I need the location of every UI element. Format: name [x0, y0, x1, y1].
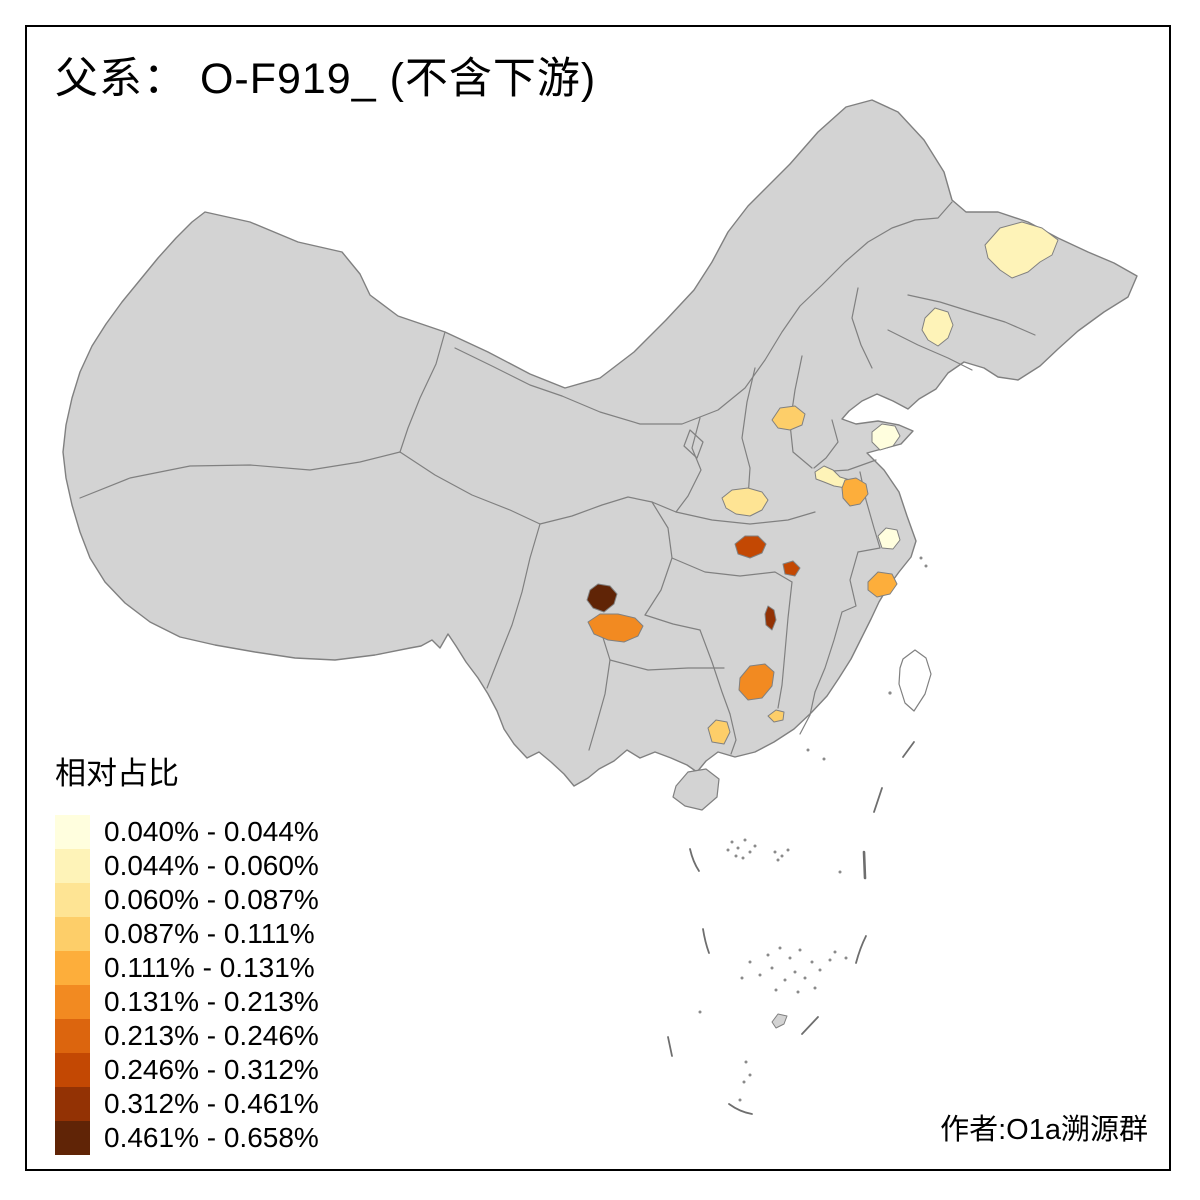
map-region-3 [771, 405, 806, 431]
nine-dash-line [667, 741, 915, 1115]
legend-row-5: 0.111% - 0.131% [55, 951, 319, 985]
legend-row-7: 0.213% - 0.246% [55, 1019, 319, 1053]
legend-label-7: 0.213% - 0.246% [104, 1020, 319, 1051]
legend-row-3: 0.060% - 0.087% [55, 883, 319, 917]
attribution-text: 作者:O1a溯源群 [940, 1114, 1148, 1146]
legend-label-5: 0.111% - 0.131% [104, 952, 315, 983]
legend-row-2: 0.044% - 0.060% [55, 849, 319, 883]
page-title: 父系： O-F919_ (不含下游) [55, 55, 597, 103]
legend-row-8: 0.246% - 0.312% [55, 1053, 319, 1087]
map-region-13 [867, 571, 898, 598]
legend-label-3: 0.060% - 0.087% [104, 884, 319, 915]
legend: 相对占比 0.040% - 0.044% 0.044% - 0.060% 0.060… [55, 748, 319, 1155]
map-region-6 [841, 477, 869, 507]
map-region-17 [767, 709, 785, 723]
map-region-4 [871, 423, 901, 451]
legend-swatch-8 [55, 1053, 90, 1087]
legend-label-1: 0.040% - 0.044% [104, 816, 319, 847]
highlighted-regions [586, 221, 1059, 745]
legend-title: 相对占比 [55, 756, 179, 791]
map-region-14 [877, 527, 901, 550]
legend-row-4: 0.087% - 0.111% [55, 917, 319, 951]
map-region-15 [738, 663, 775, 701]
legend-swatch-2 [55, 849, 90, 883]
legend-swatch-6 [55, 985, 90, 1019]
legend-row-10: 0.461% - 0.658% [55, 1121, 319, 1155]
legend-rows: 0.040% - 0.044% 0.044% - 0.060% 0.060% - 0… [55, 815, 319, 1155]
map-region-10 [764, 605, 777, 631]
map-region-16 [707, 719, 731, 745]
map-region-9 [782, 560, 801, 577]
legend-label-4: 0.087% - 0.111% [104, 918, 315, 949]
legend-label-8: 0.246% - 0.312% [104, 1054, 319, 1085]
legend-row-6: 0.131% - 0.213% [55, 985, 319, 1019]
legend-swatch-5 [55, 951, 90, 985]
map-region-8 [734, 535, 767, 559]
legend-swatch-9 [55, 1087, 90, 1121]
map-region-12 [587, 613, 644, 643]
map-region-7 [721, 487, 769, 517]
mainland [62, 99, 1138, 787]
legend-swatch-3 [55, 883, 90, 917]
legend-row-9: 0.312% - 0.461% [55, 1087, 319, 1121]
legend-swatch-7 [55, 1019, 90, 1053]
legend-swatch-1 [55, 815, 90, 849]
taiwan-island [888, 649, 932, 712]
hainan-island [672, 768, 720, 811]
legend-label-6: 0.131% - 0.213% [104, 986, 319, 1017]
legend-swatch-10 [55, 1121, 90, 1155]
legend-label-10: 0.461% - 0.658% [104, 1122, 319, 1153]
legend-swatch-4 [55, 917, 90, 951]
legend-row-1: 0.040% - 0.044% [55, 815, 319, 849]
legend-label-2: 0.044% - 0.060% [104, 850, 319, 881]
map-region-1 [984, 221, 1059, 279]
province-borders [79, 201, 1036, 755]
plot-frame [25, 25, 1171, 1171]
map-region-11 [586, 583, 618, 613]
south-china-sea-islands [698, 556, 928, 1102]
map-region-2 [921, 307, 954, 347]
legend-label-9: 0.312% - 0.461% [104, 1088, 319, 1119]
